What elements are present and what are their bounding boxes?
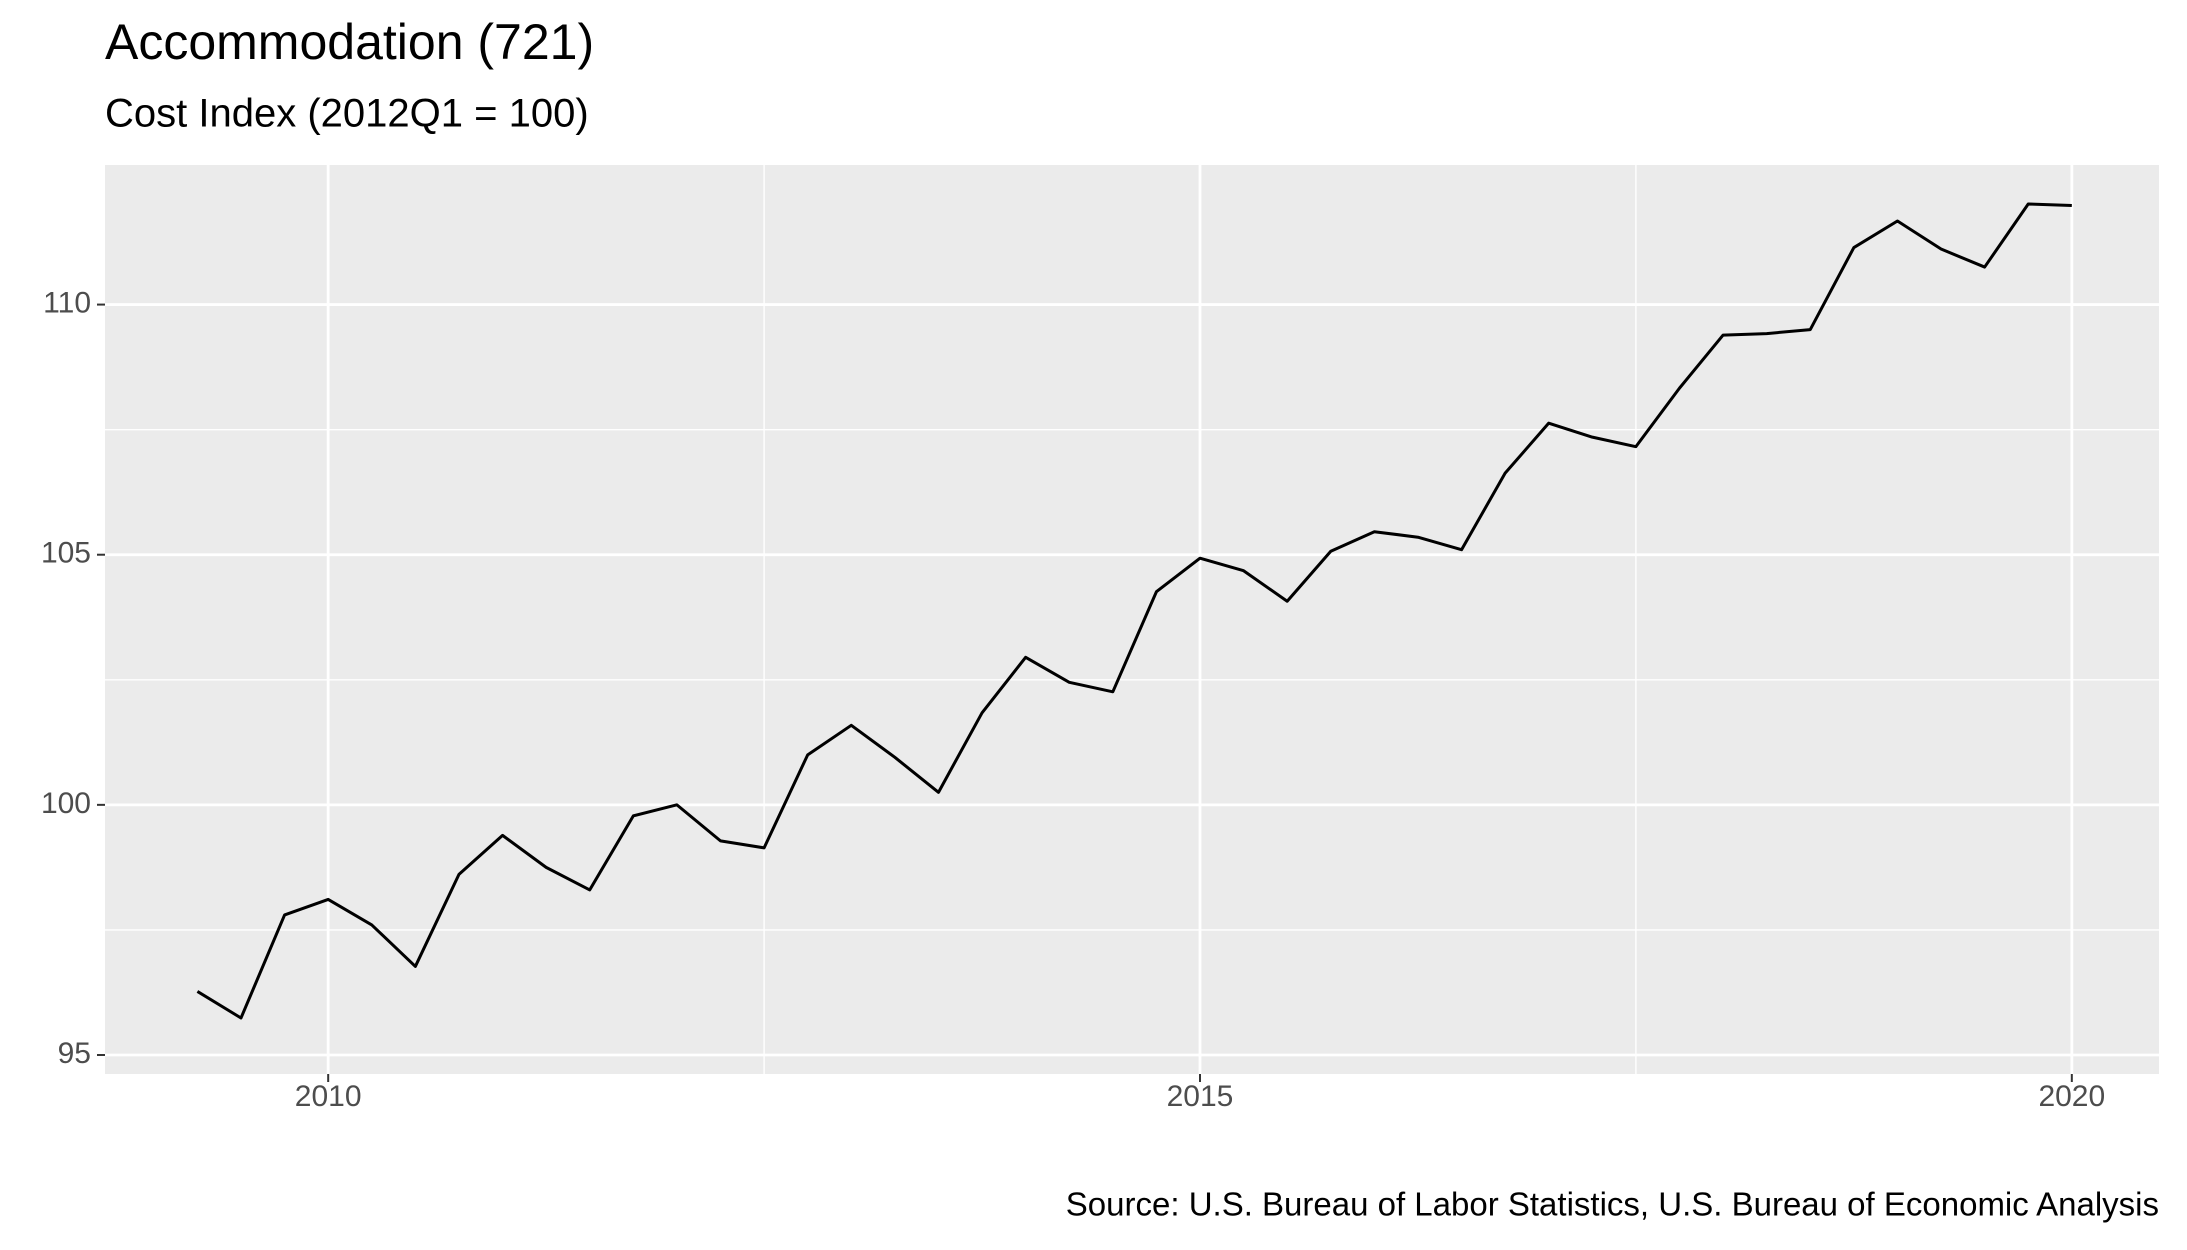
chart-subtitle: Cost Index (2012Q1 = 100)	[105, 92, 589, 136]
y-tick-label: 105	[41, 537, 91, 570]
caption: Source: U.S. Bureau of Labor Statistics,…	[1066, 1186, 2159, 1223]
x-tick-label: 2010	[295, 1080, 362, 1113]
x-tick-label: 2015	[1167, 1080, 1234, 1113]
plot-panel	[105, 165, 2159, 1074]
y-tick-label: 95	[58, 1037, 91, 1070]
x-tick-label: 2020	[2038, 1080, 2105, 1113]
line-series	[196, 202, 2072, 1020]
y-tick-label: 110	[43, 286, 91, 319]
chart-title: Accommodation (721)	[105, 14, 594, 70]
y-tick-label: 100	[41, 787, 91, 820]
